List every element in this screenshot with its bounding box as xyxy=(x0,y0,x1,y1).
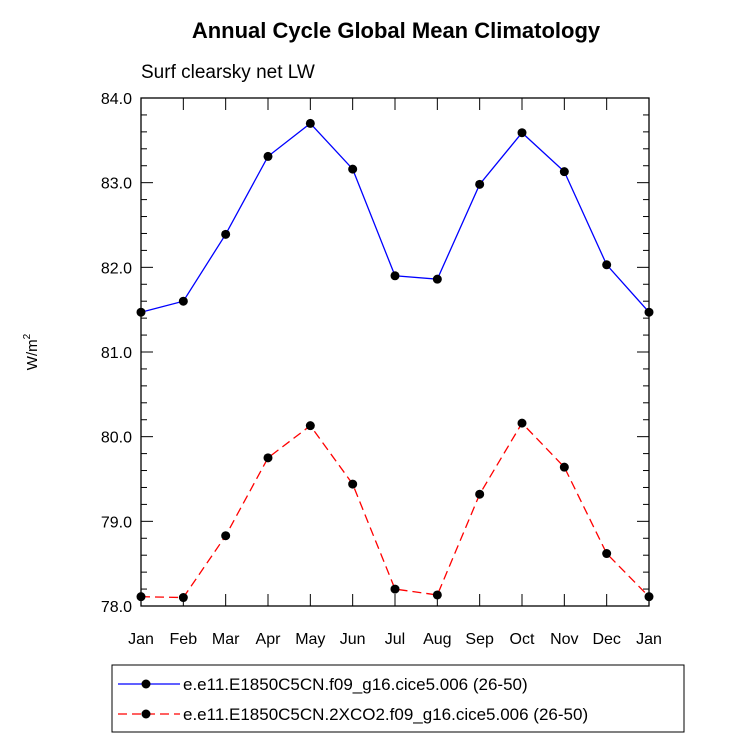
x-tick-label: Sep xyxy=(465,631,494,648)
series-1-point xyxy=(263,151,273,161)
series-2-point xyxy=(178,593,188,603)
series-1-point xyxy=(178,296,188,306)
y-axis-label: W/m2 xyxy=(22,333,41,370)
plot-frame xyxy=(140,97,650,607)
x-tick-label: Feb xyxy=(170,631,198,648)
y-tick-label: 80.0 xyxy=(101,430,132,447)
x-tick-label: Oct xyxy=(510,631,535,648)
y-axis-label-base: W/m xyxy=(24,339,41,370)
y-tick-label: 79.0 xyxy=(101,514,132,531)
chart-subtitle: Surf clearsky net LW xyxy=(141,62,315,83)
x-tick-label: Jan xyxy=(636,631,662,648)
series-lines xyxy=(140,122,650,599)
series-1-point xyxy=(517,128,527,138)
series-2-point xyxy=(263,453,273,463)
series-1-point xyxy=(475,179,485,189)
x-tick-label: Jan xyxy=(128,631,154,648)
series-points xyxy=(136,118,654,603)
chart-title: Annual Cycle Global Mean Climatology xyxy=(192,18,601,43)
x-tick-label: Jun xyxy=(340,631,366,648)
legend-label-2: e.e11.E1850C5CN.2XCO2.f09_g16.cice5.006 … xyxy=(183,705,588,724)
legend-label-1: e.e11.E1850C5CN.f09_g16.cice5.006 (26-50… xyxy=(183,675,528,694)
series-2-point xyxy=(559,462,569,472)
series-1-point xyxy=(602,260,612,270)
series-line-1 xyxy=(140,122,650,313)
series-line-2 xyxy=(140,422,650,599)
series-2-point xyxy=(475,489,485,499)
series-2-point xyxy=(221,531,231,541)
series-1-point xyxy=(136,307,146,317)
x-tick-label: Jul xyxy=(385,631,405,648)
series-1-point xyxy=(644,307,654,317)
series-2-point xyxy=(136,592,146,602)
x-tick-label: Dec xyxy=(592,631,620,648)
series-1-point xyxy=(305,118,315,128)
series-2-point xyxy=(432,590,442,600)
series-1-point xyxy=(559,167,569,177)
y-tick-label: 82.0 xyxy=(101,260,132,277)
series-1-point xyxy=(221,229,231,239)
series-2-point xyxy=(390,584,400,594)
legend: e.e11.E1850C5CN.f09_g16.cice5.006 (26-50… xyxy=(118,675,588,724)
y-tick-label: 83.0 xyxy=(101,176,132,193)
series-1-point xyxy=(348,164,358,174)
series-2-point xyxy=(305,421,315,431)
x-tick-label: Aug xyxy=(423,631,451,648)
y-axis-label-superscript: 2 xyxy=(22,333,33,339)
series-2-point xyxy=(602,549,612,559)
series-2-point xyxy=(644,592,654,602)
x-tick-label: Nov xyxy=(550,631,578,648)
x-tick-label: May xyxy=(295,631,325,648)
x-tick-label: Mar xyxy=(212,631,240,648)
axis-ticks: 78.0 79.0 80.0 81.0 82.0 83.0 84.0 Jan Feb Mar Apr… xyxy=(101,91,662,648)
y-tick-label: 84.0 xyxy=(101,91,132,108)
legend-box xyxy=(111,664,685,733)
legend-swatch-marker-2 xyxy=(141,709,151,719)
series-2-point xyxy=(348,479,358,489)
series-1-point xyxy=(432,274,442,284)
x-tick-label: Apr xyxy=(256,631,282,648)
series-2-point xyxy=(517,418,527,428)
y-tick-label: 81.0 xyxy=(101,345,132,362)
legend-swatch-marker-1 xyxy=(141,679,151,689)
series-1-point xyxy=(390,271,400,281)
y-tick-label: 78.0 xyxy=(101,599,132,616)
